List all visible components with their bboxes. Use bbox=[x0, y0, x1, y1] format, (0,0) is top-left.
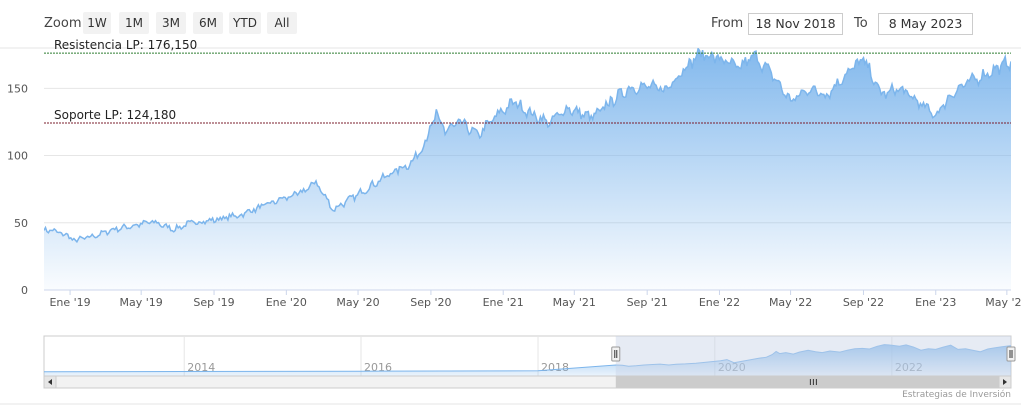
resistance-label: Resistencia LP: 176,150 bbox=[54, 38, 197, 52]
zoom-all-button[interactable]: All bbox=[267, 12, 297, 34]
x-tick-label: Sep '22 bbox=[843, 296, 884, 309]
zoom-label: Zoom bbox=[44, 16, 82, 31]
to-date-input[interactable]: 8 May 2023 bbox=[878, 13, 973, 35]
x-tick-label: May '19 bbox=[120, 296, 163, 309]
chevron-left-icon bbox=[48, 379, 52, 385]
handle-body[interactable] bbox=[611, 346, 621, 362]
chevron-right-icon bbox=[1003, 379, 1007, 385]
zoom-3m-button[interactable]: 3M bbox=[156, 12, 186, 34]
navigator-line bbox=[43, 344, 1012, 373]
navigator-area bbox=[44, 344, 1011, 376]
series-area bbox=[44, 48, 1011, 290]
x-tick-label: May '20 bbox=[336, 296, 379, 309]
zoom-ytd-button[interactable]: YTD bbox=[229, 12, 261, 34]
y-tick-label: 0 bbox=[21, 284, 28, 297]
navigator-selection[interactable] bbox=[615, 336, 1011, 376]
zoom-6m-button[interactable]: 6M bbox=[193, 12, 223, 34]
y-tick-label: 50 bbox=[14, 217, 28, 230]
x-tick-label: Ene '21 bbox=[483, 296, 524, 309]
credits-label: Estrategias de Inversión bbox=[902, 390, 1011, 400]
navigator-year-label: 2014 bbox=[187, 361, 215, 374]
x-tick-label: Ene '20 bbox=[266, 296, 307, 309]
x-tick-label: May '21 bbox=[553, 296, 596, 309]
x-tick-label: Ene '23 bbox=[915, 296, 956, 309]
series-line bbox=[44, 48, 1011, 244]
from-label: From bbox=[711, 16, 744, 31]
x-tick-label: May '22 bbox=[769, 296, 812, 309]
navigator-right-handle[interactable] bbox=[1006, 346, 1016, 362]
x-tick-label: Sep '19 bbox=[193, 296, 234, 309]
support-label: Soporte LP: 124,180 bbox=[54, 108, 176, 122]
zoom-1w-button[interactable]: 1W bbox=[83, 12, 111, 34]
x-tick-label: Sep '21 bbox=[627, 296, 668, 309]
zoom-1m-button[interactable]: 1M bbox=[119, 12, 149, 34]
x-tick-label: Ene '22 bbox=[699, 296, 740, 309]
y-tick-label: 100 bbox=[7, 150, 28, 163]
from-date-input[interactable]: 18 Nov 2018 bbox=[748, 13, 843, 35]
handle-body[interactable] bbox=[1006, 346, 1016, 362]
x-tick-label: Sep '20 bbox=[410, 296, 451, 309]
to-label: To bbox=[854, 16, 868, 31]
y-tick-label: 150 bbox=[7, 82, 28, 95]
x-tick-label: Ene '19 bbox=[49, 296, 90, 309]
x-tick-label: May '23 bbox=[985, 296, 1021, 309]
navigator-left-handle[interactable] bbox=[611, 346, 621, 362]
